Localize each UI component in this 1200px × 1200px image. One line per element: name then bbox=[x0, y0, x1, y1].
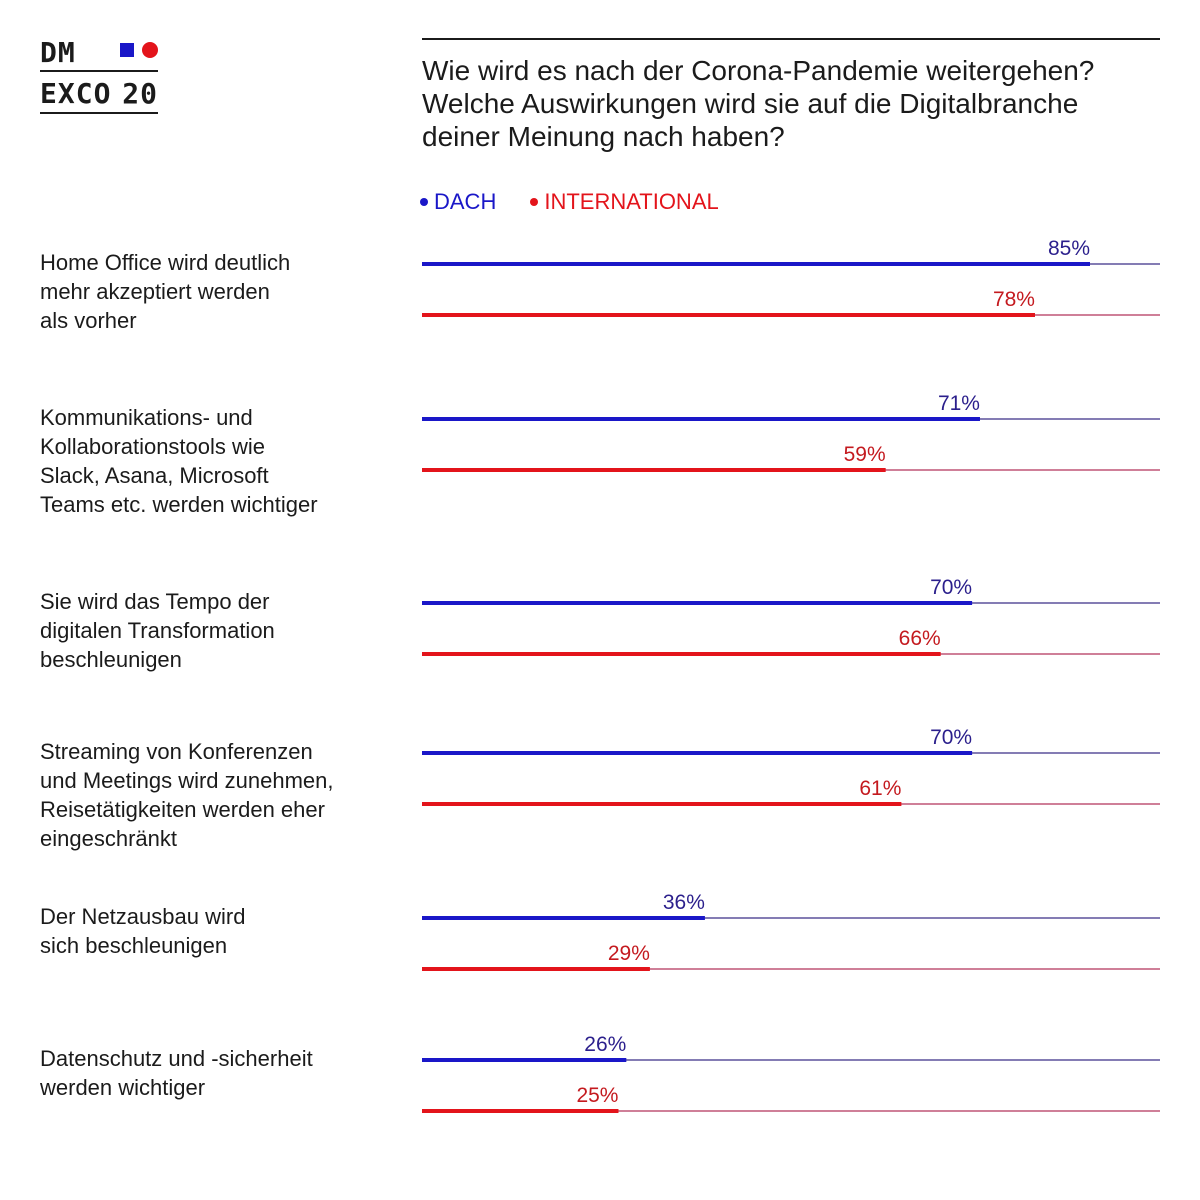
category-label-line: Slack, Asana, Microsoft bbox=[40, 463, 269, 488]
international-value-label: 59% bbox=[844, 443, 886, 466]
international-value-label: 29% bbox=[608, 942, 650, 965]
category-label: Kommunikations- und Kollaborationstools … bbox=[40, 403, 380, 519]
chart-title-line: Wie wird es nach der Corona-Pandemie wei… bbox=[422, 55, 1095, 86]
logo-dm: DM bbox=[40, 36, 76, 69]
legend-item-dach: DACH bbox=[420, 188, 496, 216]
legend-dach-label: DACH bbox=[434, 189, 497, 214]
category-label-line: Teams etc. werden wichtiger bbox=[40, 492, 318, 517]
category-label-line: eingeschränkt bbox=[40, 826, 177, 851]
legend-international-label: INTERNATIONAL bbox=[544, 189, 719, 214]
logo-shapes bbox=[120, 42, 158, 58]
legend-item-international: INTERNATIONAL bbox=[530, 188, 719, 216]
dach-value-label: 26% bbox=[584, 1033, 626, 1056]
dach-value-label: 70% bbox=[930, 726, 972, 749]
logo-top-row: DM bbox=[40, 36, 158, 72]
category-label-line: Sie wird das Tempo der bbox=[40, 589, 270, 614]
category-label: Datenschutz und -sicherheit werden wicht… bbox=[40, 1044, 380, 1102]
category-label-line: Der Netzausbau wird bbox=[40, 904, 246, 929]
chart-title: Wie wird es nach der Corona-Pandemie wei… bbox=[422, 54, 1162, 153]
category-label-line: beschleunigen bbox=[40, 647, 182, 672]
category-label-line: sich beschleunigen bbox=[40, 933, 228, 958]
dmexco-logo: DM EXCO 20 bbox=[40, 36, 158, 114]
chart-title-line: deiner Meinung nach haben? bbox=[422, 121, 785, 152]
dach-value-label: 85% bbox=[1048, 237, 1090, 260]
international-value-label: 25% bbox=[576, 1084, 618, 1107]
chart-title-line: Welche Auswirkungen wird sie auf die Dig… bbox=[422, 88, 1079, 119]
title-rule bbox=[422, 38, 1160, 40]
international-value-label: 78% bbox=[993, 288, 1035, 311]
logo-square-icon bbox=[120, 43, 134, 57]
category-label-line: digitalen Transformation bbox=[40, 618, 275, 643]
legend: DACH INTERNATIONAL bbox=[420, 188, 719, 216]
legend-dach-dot-icon bbox=[420, 198, 428, 206]
category-label: Streaming von Konferenzen und Meetings w… bbox=[40, 737, 380, 853]
category-label-line: Streaming von Konferenzen bbox=[40, 739, 313, 764]
category-label: Home Office wird deutlich mehr akzeptier… bbox=[40, 248, 380, 335]
category-label-line: Datenschutz und -sicherheit bbox=[40, 1046, 313, 1071]
dach-value-label: 71% bbox=[938, 392, 980, 415]
international-value-label: 66% bbox=[899, 627, 941, 650]
category-label: Der Netzausbau wird sich beschleunigen bbox=[40, 902, 380, 960]
dach-value-label: 70% bbox=[930, 576, 972, 599]
logo-exco: EXCO bbox=[40, 77, 112, 110]
category-label-line: und Meetings wird zunehmen, bbox=[40, 768, 334, 793]
logo-year: 20 bbox=[122, 77, 158, 110]
category-label-line: mehr akzeptiert werden bbox=[40, 279, 270, 304]
logo-dot-icon bbox=[142, 42, 158, 58]
legend-international-dot-icon bbox=[530, 198, 539, 206]
category-label-line: Home Office wird deutlich bbox=[40, 250, 291, 275]
international-value-label: 61% bbox=[859, 777, 901, 800]
dach-value-label: 36% bbox=[663, 891, 705, 914]
category-label-line: werden wichtiger bbox=[40, 1075, 206, 1100]
category-label-line: Reisetätigkeiten werden eher bbox=[40, 797, 325, 822]
category-label-line: Kommunikations- und bbox=[40, 405, 253, 430]
category-label-line: Kollaborationstools wie bbox=[40, 434, 266, 459]
logo-bottom-row: EXCO 20 bbox=[40, 72, 158, 114]
category-label: Sie wird das Tempo der digitalen Transfo… bbox=[40, 587, 380, 674]
category-label-line: als vorher bbox=[40, 308, 137, 333]
